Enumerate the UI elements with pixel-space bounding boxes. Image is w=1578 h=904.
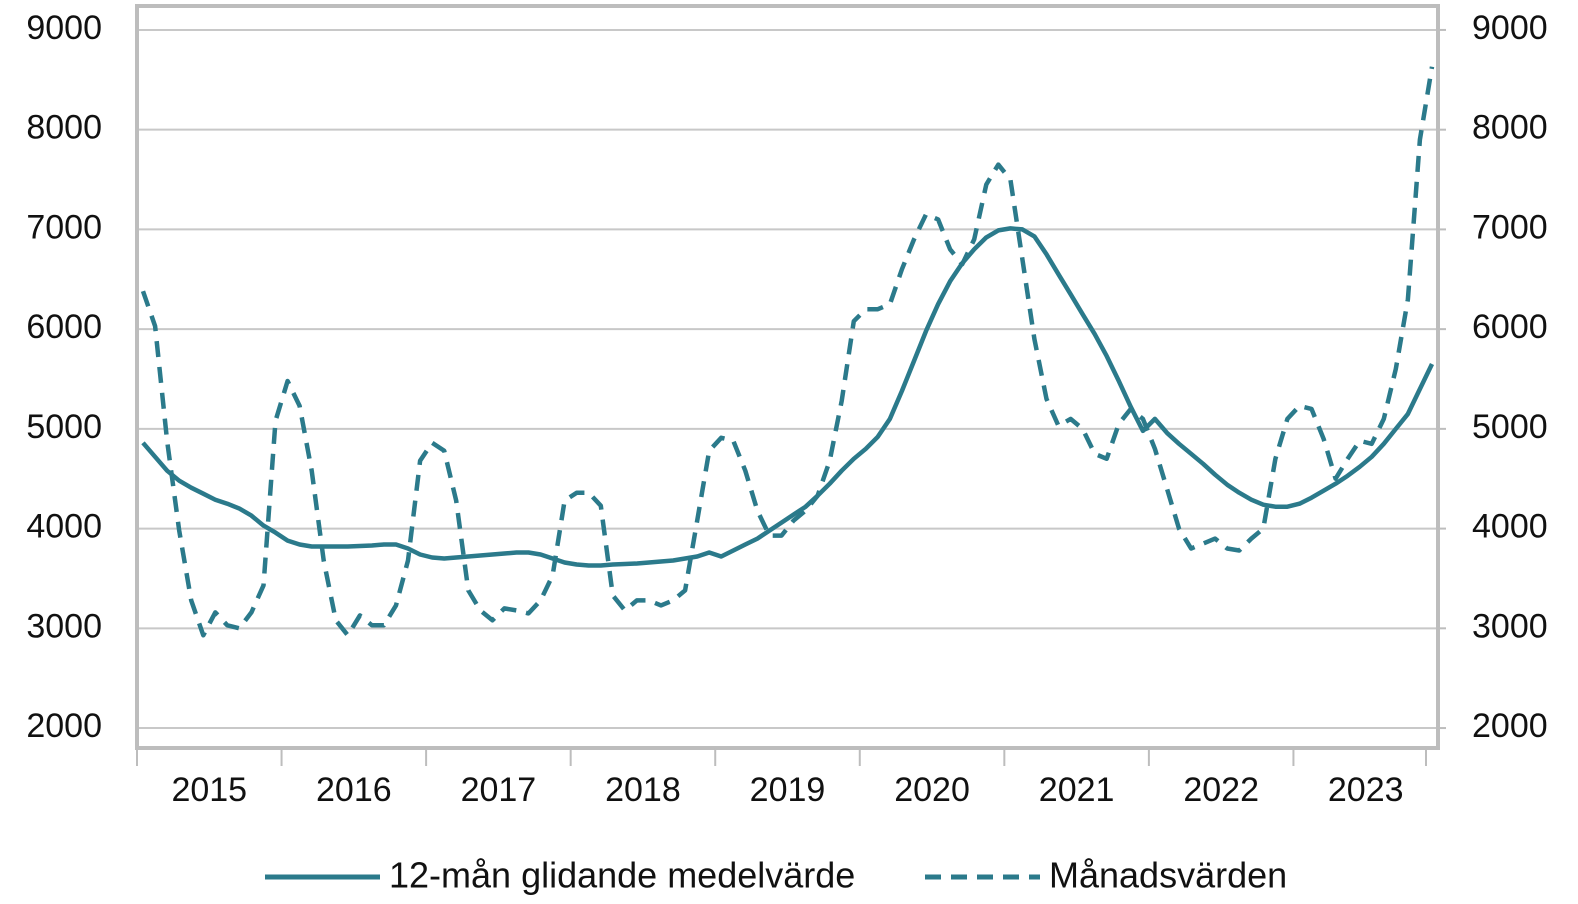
y-tick-label: 9000 [26, 9, 102, 47]
series-line [141, 226, 1435, 568]
y2-tick-label: 8000 [1472, 109, 1548, 147]
y2-tick-label: 9000 [1472, 9, 1548, 47]
y2-tick-label: 6000 [1472, 308, 1548, 346]
x-tick-label: 2023 [1328, 771, 1404, 809]
legend-label: Månadsvärden [1049, 855, 1287, 896]
y2-tick-label: 5000 [1472, 408, 1548, 446]
y2-tick-label: 4000 [1472, 508, 1548, 546]
y-tick-label: 2000 [26, 707, 102, 745]
series-line [140, 66, 1435, 638]
y2-tick-label: 7000 [1472, 208, 1548, 246]
y2-tick-label: 2000 [1472, 707, 1548, 745]
y-tick-label: 8000 [26, 109, 102, 147]
x-tick-label: 2016 [316, 771, 392, 809]
y-tick-label: 6000 [26, 308, 102, 346]
legend-label: 12-mån glidande medelvärde [389, 855, 855, 896]
plot-frame [135, 4, 1440, 750]
y-tick-label: 4000 [26, 508, 102, 546]
x-tick-label: 2018 [605, 771, 681, 809]
x-tick-label: 2017 [461, 771, 537, 809]
x-tick-label: 2015 [171, 771, 247, 809]
x-tick-label: 2019 [750, 771, 826, 809]
y-tick-label: 3000 [26, 607, 102, 645]
x-tick-label: 2022 [1183, 771, 1259, 809]
y2-tick-label: 3000 [1472, 607, 1548, 645]
y-tick-label: 7000 [26, 208, 102, 246]
x-tick-label: 2020 [894, 771, 970, 809]
y-tick-label: 5000 [26, 408, 102, 446]
x-tick-label: 2021 [1039, 771, 1115, 809]
